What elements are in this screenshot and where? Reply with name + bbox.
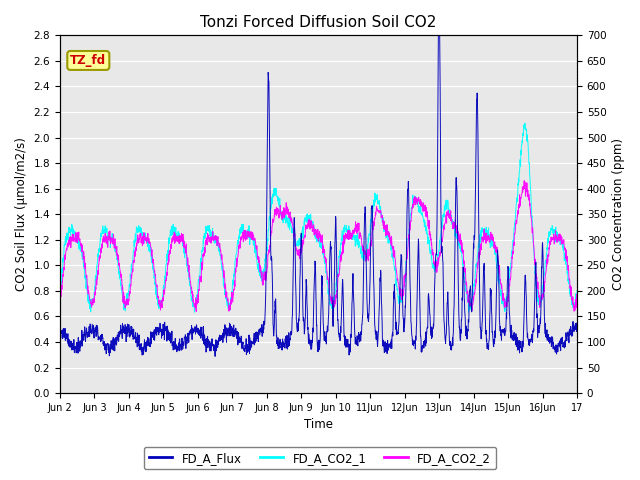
Legend: FD_A_Flux, FD_A_CO2_1, FD_A_CO2_2: FD_A_Flux, FD_A_CO2_1, FD_A_CO2_2 [144, 447, 496, 469]
X-axis label: Time: Time [304, 419, 333, 432]
Y-axis label: CO2 Concentration (ppm): CO2 Concentration (ppm) [612, 138, 625, 290]
Text: TZ_fd: TZ_fd [70, 54, 106, 67]
Y-axis label: CO2 Soil Flux (μmol/m2/s): CO2 Soil Flux (μmol/m2/s) [15, 137, 28, 291]
Title: Tonzi Forced Diffusion Soil CO2: Tonzi Forced Diffusion Soil CO2 [200, 15, 436, 30]
